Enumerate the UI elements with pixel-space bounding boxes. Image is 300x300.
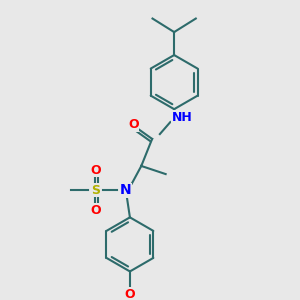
Text: NH: NH	[172, 111, 192, 124]
Text: O: O	[90, 204, 101, 217]
Text: O: O	[90, 164, 101, 176]
Text: O: O	[128, 118, 139, 131]
Text: O: O	[124, 288, 135, 300]
Text: N: N	[119, 183, 131, 197]
Text: S: S	[91, 184, 100, 197]
